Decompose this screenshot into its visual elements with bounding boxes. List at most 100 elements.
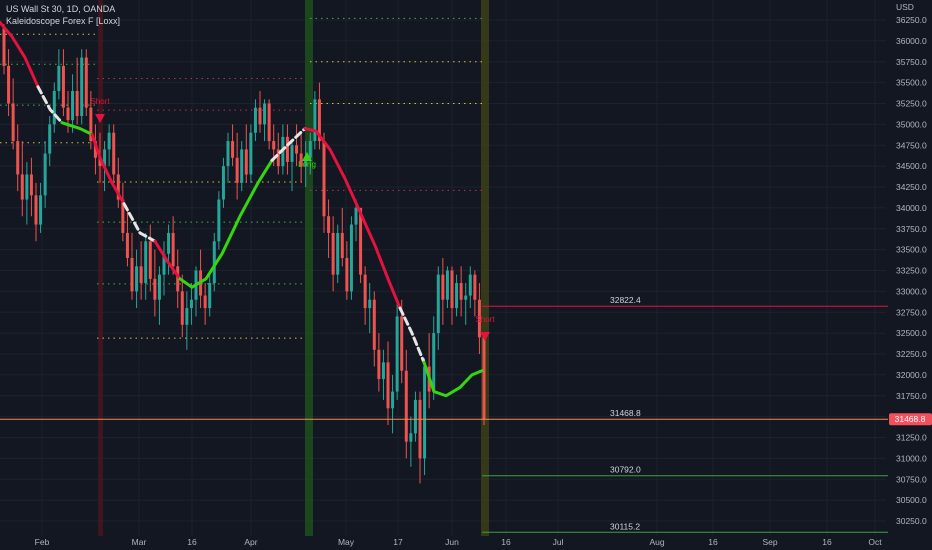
price-tick-label: 31000.0 <box>896 453 927 463</box>
candle-body <box>107 132 111 150</box>
signal-label: Short <box>475 315 495 324</box>
candle-body <box>418 399 422 459</box>
candle-body <box>327 216 331 233</box>
price-tick-label: 34000.0 <box>896 203 927 213</box>
time-tick-label: 16 <box>187 537 197 547</box>
candle-body <box>308 141 312 158</box>
candle-body <box>304 157 308 167</box>
candle-body <box>52 90 56 125</box>
candle-body <box>34 195 38 225</box>
price-tick-label: 35250.0 <box>896 99 927 109</box>
candle-body <box>93 141 97 158</box>
candle-body <box>313 99 317 142</box>
candle-body <box>381 362 385 380</box>
dotted-levels <box>0 17 482 339</box>
curve-segment-white <box>36 85 64 125</box>
candle-body <box>185 308 189 325</box>
last-price-tag: 31468.8 <box>889 413 932 426</box>
candle-body <box>180 291 184 325</box>
candle-body <box>317 99 321 142</box>
price-axis-unit: USD <box>896 2 914 12</box>
candle-body <box>409 433 413 442</box>
indicator-title[interactable]: Kaleidoscope Forex F [Loxx] <box>6 16 120 26</box>
candle-body <box>464 295 468 300</box>
projection-level-label: 30792.0 <box>610 465 641 475</box>
candle-body <box>477 299 481 338</box>
candle-body <box>29 174 33 196</box>
price-tick-label: 33500.0 <box>896 245 927 255</box>
candle-body <box>80 57 84 117</box>
kaleidoscope-curve <box>0 21 484 398</box>
time-tick-label: 16 <box>822 537 832 547</box>
candle-body <box>162 253 166 275</box>
candle-body <box>345 257 349 292</box>
candle-body <box>112 132 116 175</box>
price-tick-label: 35750.0 <box>896 57 927 67</box>
candle-body <box>372 299 376 350</box>
candle-body <box>212 241 216 284</box>
candle-body <box>404 370 408 442</box>
candle-body <box>340 232 344 258</box>
candle-body <box>295 145 299 154</box>
price-axis[interactable]: 30250.030500.030750.031000.031250.031500… <box>896 2 927 526</box>
candle-body <box>57 65 61 91</box>
time-axis[interactable]: Feb Mar 16 Apr May 17 Jun 16 Jul Aug 16 Sep 16 Oct <box>35 537 883 547</box>
candle-body <box>148 241 152 279</box>
last-price-text: 31468.8 <box>895 414 926 424</box>
price-tick-label: 34750.0 <box>896 140 927 150</box>
price-tick-label: 30250.0 <box>896 516 927 526</box>
candle-body <box>153 278 157 300</box>
candle-body <box>331 232 335 275</box>
price-tick-label: 31250.0 <box>896 433 927 443</box>
candle-body <box>66 107 70 121</box>
projection-level-label: 31468.8 <box>610 408 641 418</box>
candle-body <box>11 103 15 142</box>
candle-body <box>473 274 477 300</box>
candle-body <box>482 337 486 420</box>
candle-body <box>441 274 445 300</box>
projection-levels: 32822.4 31468.8 30792.0 30115.2 <box>0 295 888 533</box>
candle-body <box>226 141 230 167</box>
candle-body <box>2 28 6 66</box>
curve-segment-red <box>303 127 402 310</box>
curve-segment-red <box>90 132 126 206</box>
candle-body <box>267 103 271 142</box>
candle-body <box>103 149 107 167</box>
price-tick-label: 33750.0 <box>896 224 927 234</box>
candle-body <box>121 199 125 233</box>
time-tick-label: Apr <box>244 537 257 547</box>
candle-body <box>349 224 353 292</box>
candle-body <box>258 107 262 125</box>
projection-level-label: 32822.4 <box>610 295 641 305</box>
candle-body <box>400 316 404 371</box>
projection-level-label: 30115.2 <box>610 521 640 531</box>
candle-body <box>157 274 161 300</box>
candle-body <box>16 141 20 175</box>
price-tick-label: 34250.0 <box>896 182 927 192</box>
candle-body <box>363 274 367 309</box>
band-long <box>305 0 313 536</box>
candle-body <box>354 207 358 225</box>
symbol-title[interactable]: US Wall St 30, 1D, OANDA <box>6 4 115 14</box>
candle-body <box>244 149 248 175</box>
candle-body <box>436 274 440 334</box>
candle-body <box>167 232 171 254</box>
candle-body <box>423 366 427 459</box>
candle-body <box>253 107 257 133</box>
candle-body <box>171 232 175 267</box>
signal-label: Short <box>90 97 110 106</box>
candle-body <box>235 157 239 183</box>
candle-body <box>135 266 139 292</box>
candle-body <box>130 257 134 292</box>
time-tick-label: May <box>338 537 355 547</box>
price-tick-label: 35500.0 <box>896 78 927 88</box>
time-tick-label: Jul <box>553 537 564 547</box>
price-tick-label: 31750.0 <box>896 391 927 401</box>
candle-body <box>336 232 340 275</box>
candle-body <box>445 270 449 300</box>
candle-body <box>290 145 294 162</box>
candle-body <box>84 57 88 108</box>
candle-body <box>98 157 102 167</box>
candle-body <box>116 174 120 200</box>
